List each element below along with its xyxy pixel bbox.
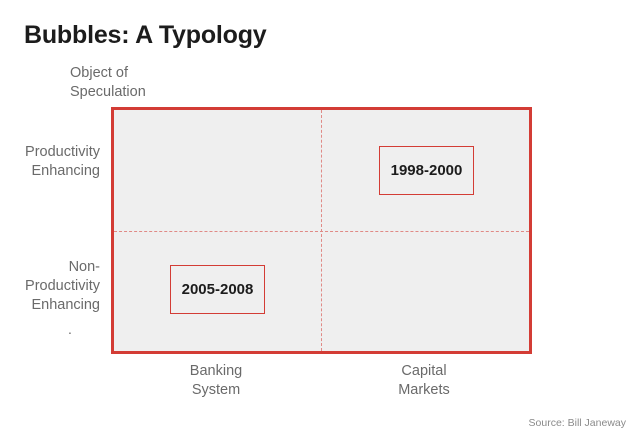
axis-note-line-1: Object of	[70, 65, 129, 81]
row-label-productivity-enhancing: Productivity Enhancing	[0, 143, 100, 181]
source-note: Source: Bill Janeway	[528, 417, 626, 429]
col-left-line-1: Banking	[189, 363, 243, 379]
quadrant-label-1998-2000: 1998-2000	[379, 146, 474, 195]
col-right-line-2: Markets	[398, 382, 450, 398]
vertical-divider	[321, 110, 322, 351]
column-label-banking-system: Banking System	[156, 362, 276, 400]
stray-dot: .	[68, 321, 72, 337]
axis-note-object-of-speculation: Object of Speculation	[70, 64, 146, 102]
quadrant-label-2005-2008: 2005-2008	[170, 265, 265, 314]
row-bottom-line-2: Productivity	[25, 278, 100, 294]
row-bottom-line-3: Enhancing	[31, 297, 100, 313]
row-top-line-2: Enhancing	[31, 163, 100, 179]
col-left-line-2: System	[191, 382, 241, 398]
page-title: Bubbles: A Typology	[24, 21, 267, 49]
row-label-non-productivity-enhancing: Non- Productivity Enhancing	[0, 258, 100, 315]
row-top-line-1: Productivity	[25, 144, 100, 160]
horizontal-divider	[114, 231, 529, 232]
col-right-line-1: Capital	[401, 363, 447, 379]
typology-grid: 1998-2000 2005-2008	[111, 107, 532, 354]
column-label-capital-markets: Capital Markets	[364, 362, 484, 400]
row-bottom-line-1: Non-	[68, 259, 100, 275]
axis-note-line-2: Speculation	[70, 84, 146, 100]
